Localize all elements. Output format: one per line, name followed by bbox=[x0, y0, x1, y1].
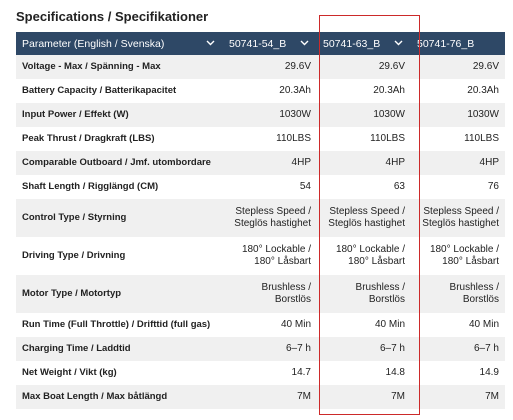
spec-value-line: 180° Lockable / bbox=[335, 244, 405, 255]
param-label: Net Weight / Vikt (kg) bbox=[16, 361, 223, 385]
table-row: Battery Capacity / Batterikapacitet 20.3A… bbox=[16, 79, 505, 103]
table-row: Peak Thrust / Dragkraft (LBS) 110LBS 110LB… bbox=[16, 127, 505, 151]
spec-value: 54 bbox=[223, 175, 317, 199]
page-title: Specifications / Specifikationer bbox=[16, 9, 209, 24]
param-label: Comparable Outboard / Jmf. utombordare bbox=[16, 151, 223, 175]
spec-value: 7M bbox=[411, 385, 505, 409]
spec-value: 14.8 bbox=[317, 361, 411, 385]
spec-value: 180° Lockable /180° Låsbart bbox=[223, 237, 317, 275]
param-label: Input Power / Effekt (W) bbox=[16, 103, 223, 127]
spec-value: 4HP bbox=[411, 151, 505, 175]
table-row: Shaft Length / Rigglängd (CM) 54 63 76 bbox=[16, 175, 505, 199]
spec-value: 40 Min bbox=[411, 313, 505, 337]
param-column-select[interactable]: Parameter (English / Svenska) bbox=[16, 32, 223, 55]
table-row: Comparable Outboard / Jmf. utombordare 4H… bbox=[16, 151, 505, 175]
param-label: Battery Capacity / Batterikapacitet bbox=[16, 79, 223, 103]
spec-value: 14.7 bbox=[223, 361, 317, 385]
spec-value-line: Borstlös bbox=[368, 294, 405, 305]
spec-value: 110LBS bbox=[223, 127, 317, 151]
table-row: Driving Type / Drivning 180° Lockable /18… bbox=[16, 237, 505, 275]
spec-value: 6–7 h bbox=[223, 337, 317, 361]
spec-value-line: Brushless / bbox=[355, 282, 405, 293]
model-column-label: 50741-76_B bbox=[417, 37, 475, 50]
spec-value-line: Stepless Speed / bbox=[235, 206, 311, 217]
table-row: Voltage - Max / Spänning - Max 29.6V 29.6V… bbox=[16, 55, 505, 79]
spec-value: Brushless / Borstlös bbox=[317, 275, 411, 313]
spec-table: Parameter (English / Svenska) 50741-54_B… bbox=[16, 32, 505, 409]
spec-value: 76 bbox=[411, 175, 505, 199]
spec-value: 110LBS bbox=[317, 127, 411, 151]
model-column-select-3[interactable]: 50741-76_B bbox=[411, 32, 505, 55]
spec-value: 6–7 h bbox=[317, 337, 411, 361]
spec-value: Brushless / Borstlös bbox=[223, 275, 317, 313]
param-label: Shaft Length / Rigglängd (CM) bbox=[16, 175, 223, 199]
spec-value: 29.6V bbox=[223, 55, 317, 79]
spec-value: 29.6V bbox=[411, 55, 505, 79]
table-row: Control Type / Styrning Stepless Speed / S… bbox=[16, 199, 505, 237]
spec-value-line: Brushless / bbox=[449, 282, 499, 293]
spec-value-line: Steglös hastighet bbox=[422, 218, 499, 229]
param-label: Run Time (Full Throttle) / Drifttid (ful… bbox=[16, 313, 223, 337]
spec-value: 29.6V bbox=[317, 55, 411, 79]
spec-value-line: Stepless Speed / bbox=[329, 206, 405, 217]
table-row: Input Power / Effekt (W) 1030W 1030W 1030W bbox=[16, 103, 505, 127]
param-label: Peak Thrust / Dragkraft (LBS) bbox=[16, 127, 223, 151]
chevron-down-icon bbox=[206, 40, 215, 46]
spec-value: Stepless Speed / Steglös hastighet bbox=[317, 199, 411, 237]
spec-value: Brushless / Borstlös bbox=[411, 275, 505, 313]
table-row: Max Boat Length / Max båtlängd 7M 7M 7M bbox=[16, 385, 505, 409]
model-column-select-2[interactable]: 50741-63_B bbox=[317, 32, 411, 55]
spec-value: 4HP bbox=[223, 151, 317, 175]
spec-value-line: 180° Låsbart bbox=[348, 256, 405, 267]
chevron-down-icon bbox=[300, 40, 309, 46]
spec-value-line: Borstlös bbox=[462, 294, 499, 305]
table-header-row: Parameter (English / Svenska) 50741-54_B… bbox=[16, 32, 505, 55]
model-column-label: 50741-63_B bbox=[323, 37, 381, 50]
spec-value: 40 Min bbox=[317, 313, 411, 337]
chevron-down-icon bbox=[394, 40, 403, 46]
spec-value: 180° Lockable /180° Låsbart bbox=[317, 237, 411, 275]
spec-value-line: 180° Låsbart bbox=[254, 256, 311, 267]
table-row: Run Time (Full Throttle) / Drifttid (ful… bbox=[16, 313, 505, 337]
spec-value: Stepless Speed / Steglös hastighet bbox=[223, 199, 317, 237]
table-row: Net Weight / Vikt (kg) 14.7 14.8 14.9 bbox=[16, 361, 505, 385]
spec-value-line: 180° Låsbart bbox=[442, 256, 499, 267]
spec-value-line: Steglös hastighet bbox=[328, 218, 405, 229]
spec-value-line: 180° Lockable / bbox=[241, 244, 311, 255]
spec-value: 63 bbox=[317, 175, 411, 199]
spec-value-line: 180° Lockable / bbox=[429, 244, 499, 255]
table-row: Charging Time / Laddtid 6–7 h 6–7 h 6–7 h bbox=[16, 337, 505, 361]
param-label: Charging Time / Laddtid bbox=[16, 337, 223, 361]
spec-value: 4HP bbox=[317, 151, 411, 175]
spec-value-line: Steglös hastighet bbox=[234, 218, 311, 229]
param-column-label: Parameter (English / Svenska) bbox=[22, 37, 165, 50]
spec-value: 20.3Ah bbox=[411, 79, 505, 103]
spec-value-line: Borstlös bbox=[274, 294, 311, 305]
spec-value: 20.3Ah bbox=[223, 79, 317, 103]
spec-value: 40 Min bbox=[223, 313, 317, 337]
param-label: Voltage - Max / Spänning - Max bbox=[16, 55, 223, 79]
spec-value: 1030W bbox=[411, 103, 505, 127]
param-label: Motor Type / Motortyp bbox=[16, 275, 223, 313]
param-label: Max Boat Length / Max båtlängd bbox=[16, 385, 223, 409]
param-label: Driving Type / Drivning bbox=[16, 237, 223, 275]
spec-value: 6–7 h bbox=[411, 337, 505, 361]
spec-value: 1030W bbox=[317, 103, 411, 127]
spec-value: Stepless Speed / Steglös hastighet bbox=[411, 199, 505, 237]
spec-value: 180° Lockable /180° Låsbart bbox=[411, 237, 505, 275]
spec-value-line: Brushless / bbox=[261, 282, 311, 293]
spec-value: 1030W bbox=[223, 103, 317, 127]
param-label: Control Type / Styrning bbox=[16, 199, 223, 237]
spec-value-line: Stepless Speed / bbox=[423, 206, 499, 217]
spec-value: 7M bbox=[223, 385, 317, 409]
spec-value: 20.3Ah bbox=[317, 79, 411, 103]
model-column-select-1[interactable]: 50741-54_B bbox=[223, 32, 317, 55]
spec-value: 110LBS bbox=[411, 127, 505, 151]
table-row: Motor Type / Motortyp Brushless / Borstlös… bbox=[16, 275, 505, 313]
spec-value: 7M bbox=[317, 385, 411, 409]
spec-value: 14.9 bbox=[411, 361, 505, 385]
model-column-label: 50741-54_B bbox=[229, 37, 287, 50]
